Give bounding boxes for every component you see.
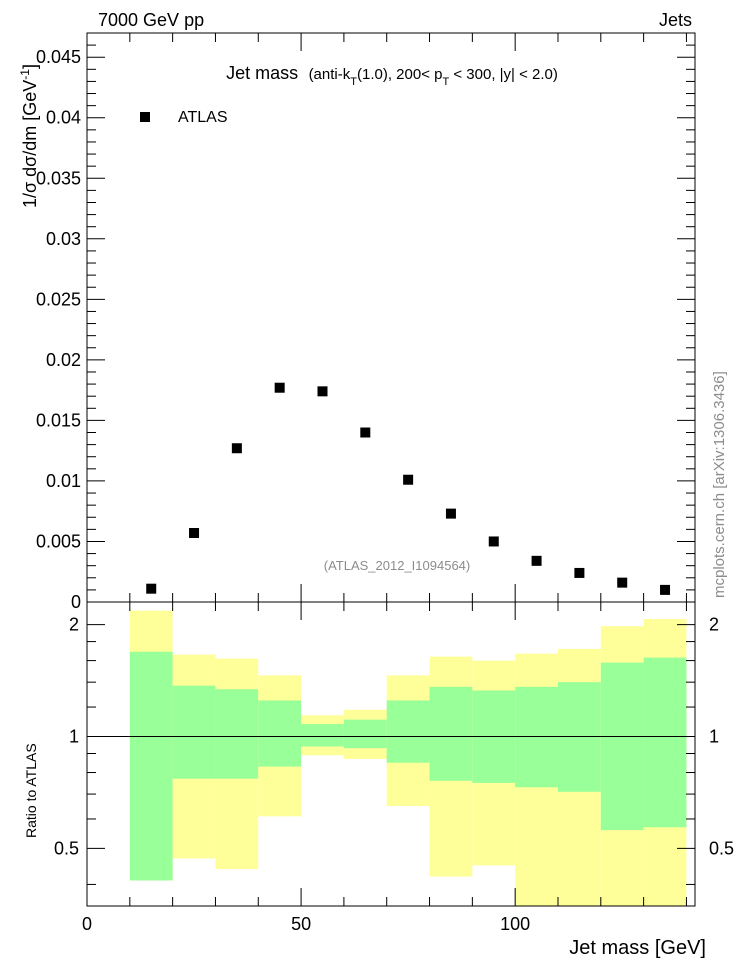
x-tick-label: 100 [500,914,530,934]
x-axis-label: Jet mass [GeV] [569,937,706,959]
ratio-y-tick-label: 0.5 [54,838,79,858]
chart-subtitle-sub-b: T [442,76,449,88]
y-axis-label-main: 1/σ dσ/dm [GeV [20,80,40,208]
y-tick-label: 0.035 [36,168,81,188]
y-axis-label: 1/σ dσ/dm [GeV-1] [18,64,40,208]
ratio-inner-band [258,700,302,767]
atlas-data-point [445,508,456,519]
atlas-data-point [189,527,200,538]
ratio-y-axis-label: Ratio to ATLAS [23,743,39,838]
y-tick-label: 0.03 [46,229,81,249]
y-tick-label: 0.02 [46,350,81,370]
ratio-plot-ticks: 0.5 0.5 1 1 2 2 0 50 100 [54,602,734,934]
ratio-inner-band [301,724,344,747]
ratio-inner-band [172,685,216,779]
legend-label-atlas: ATLAS [178,109,228,126]
atlas-data-point [146,583,157,594]
x-tick-label: 50 [291,914,311,934]
y-tick-label: 0.025 [36,289,81,309]
ratio-bands [129,610,687,906]
ratio-y-tick-label-right: 1 [709,726,719,746]
atlas-data-point [360,427,371,438]
chart-subtitle-b: (1.0), 200< p [357,66,442,83]
ratio-y-tick-label: 1 [69,726,79,746]
y-tick-label: 0.045 [36,47,81,67]
ratio-y-tick-label-right: 0.5 [709,838,734,858]
header-right: Jets [659,10,692,30]
y-tick-label: 0.005 [36,531,81,551]
atlas-data-point [403,474,414,485]
ratio-inner-band [643,657,687,828]
header-left: 7000 GeV pp [98,10,204,30]
y-tick-label: 0.01 [46,471,81,491]
ratio-inner-band [215,689,259,779]
atlas-data-point [660,584,671,595]
y-tick-label: 0.04 [46,108,81,128]
main-plot-panel: 0 0.005 0.01 0.015 0.02 0.025 0.03 0.035 0.04 0.0… [18,32,696,612]
chart-title: Jet mass [226,63,298,83]
ratio-inner-band [429,686,473,781]
legend-marker-atlas [140,112,150,122]
ratio-inner-band [386,700,430,763]
atlas-data-point [617,577,628,588]
ratio-inner-band [515,686,558,788]
atlas-data-point [274,382,285,393]
ratio-y-tick-label-right: 2 [709,615,719,635]
source-side-label: mcplots.cern.ch [arXiv:1306.3436] [711,371,728,598]
chart-title-line: Jet mass (anti-kT(1.0), 200< pT < 300, |… [226,63,558,88]
chart-subtitle-sub-a: T [350,76,357,88]
y-tick-label: 0 [71,592,81,612]
main-plot-ticks: 0 0.005 0.01 0.015 0.02 0.025 0.03 0.035 0.04 0.0… [36,33,695,612]
ratio-plot-panel: 0.5 0.5 1 1 2 2 0 50 100 Ratio to ATLAS Jet mass… [23,601,734,959]
y-axis-label-sup: -1 [18,69,32,80]
y-tick-label: 0.015 [36,410,81,430]
ratio-inner-band [129,651,173,881]
atlas-points [146,382,671,595]
chart-subtitle-a: (anti-k [309,66,351,83]
ratio-inner-band [343,719,387,749]
atlas-data-point [488,536,499,547]
analysis-watermark: (ATLAS_2012_I1094564) [324,558,470,573]
ratio-inner-band [600,662,644,831]
atlas-data-point [317,386,328,397]
ratio-y-tick-label: 2 [69,615,79,635]
atlas-data-point [574,567,585,578]
atlas-data-point [231,443,242,454]
atlas-data-point [531,555,542,566]
y-axis-label-end: ] [20,64,40,69]
x-tick-label: 0 [82,914,92,934]
chart-subtitle-c: < 300, |y| < 2.0) [449,66,558,83]
